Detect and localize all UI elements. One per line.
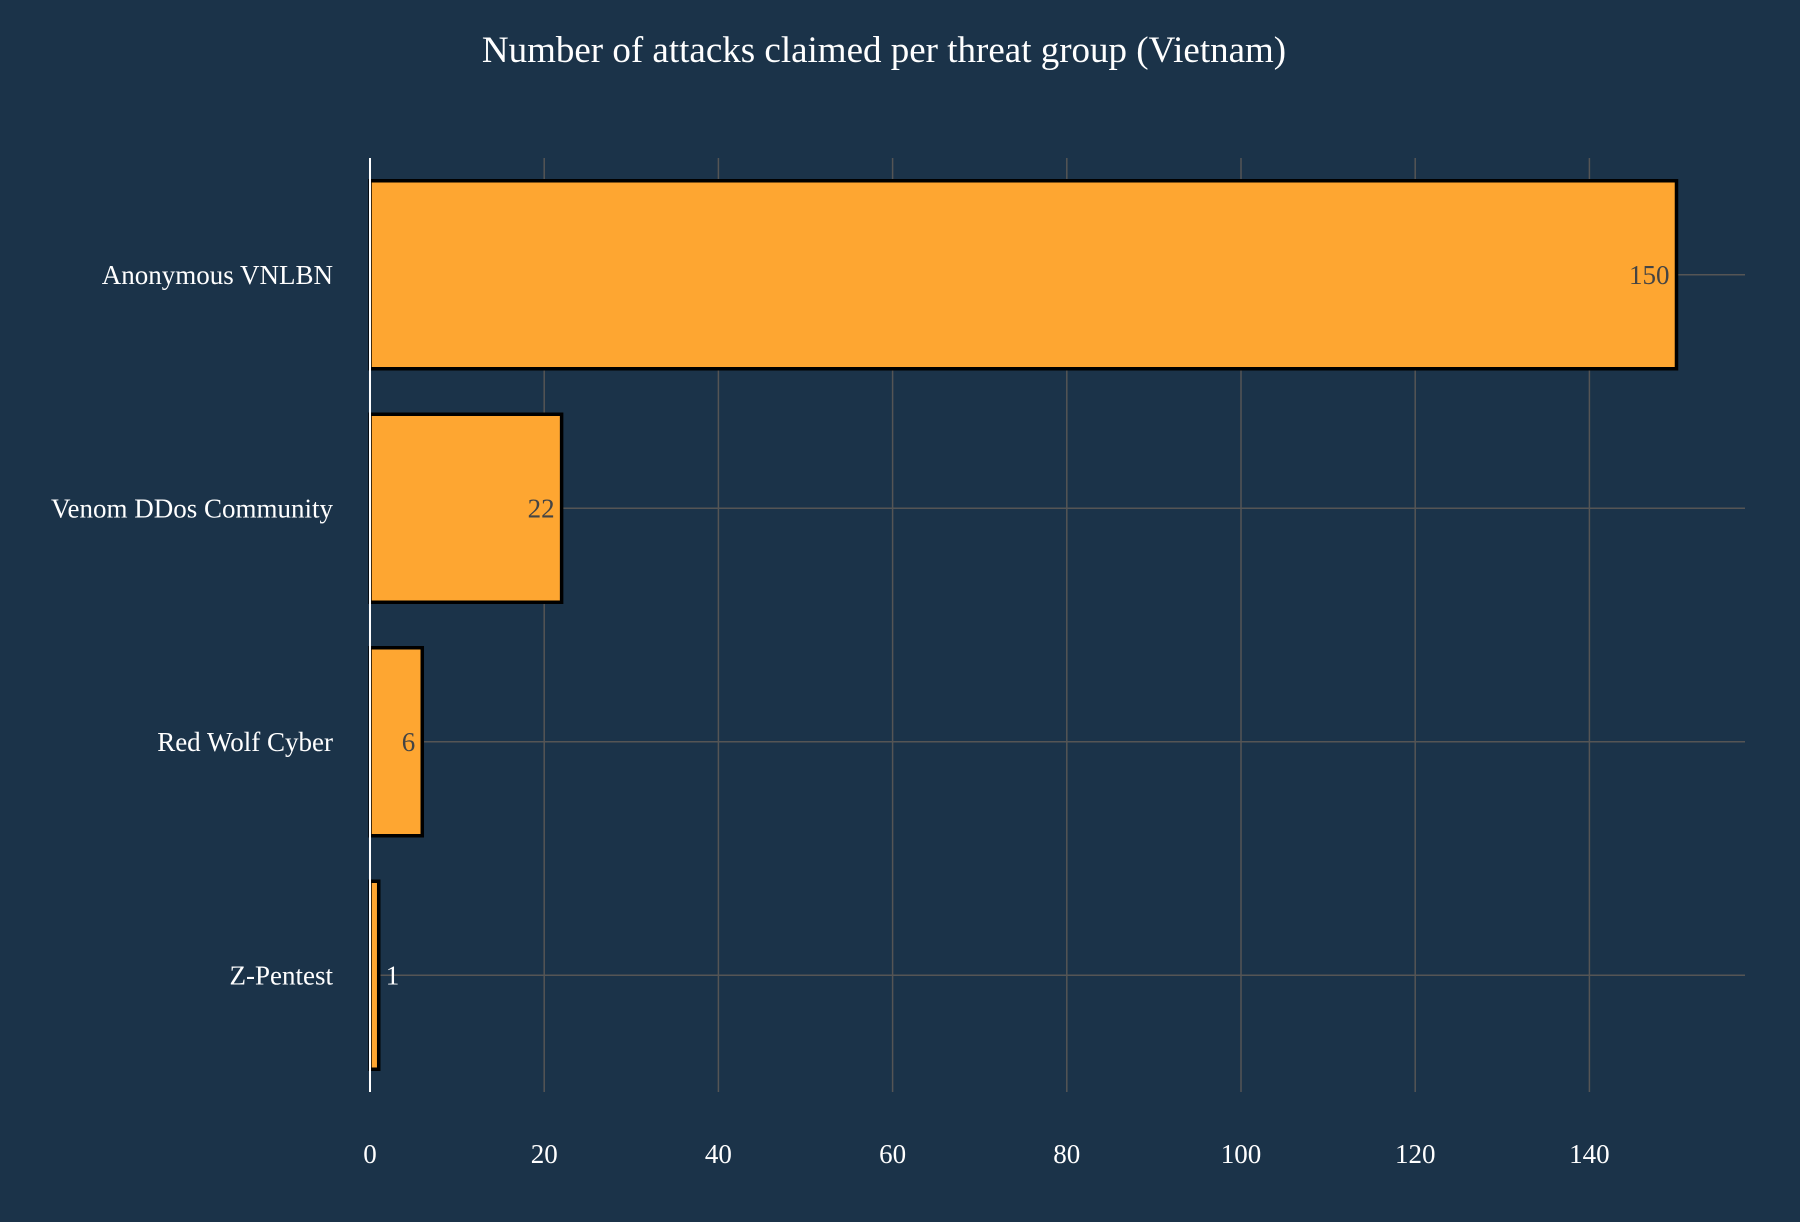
x-tick-label: 0 (363, 1139, 377, 1169)
x-tick-label: 120 (1395, 1139, 1436, 1169)
category-label: Venom DDos Community (51, 493, 334, 523)
data-label: 1 (386, 960, 400, 990)
bar (368, 412, 564, 604)
data-label: 22 (528, 493, 555, 523)
x-tick-label: 100 (1221, 1139, 1262, 1169)
x-tick-label: 80 (1053, 1139, 1080, 1169)
data-label: 6 (402, 727, 416, 757)
category-label: Anonymous VNLBN (102, 260, 333, 290)
labels: 0 20 40 60 80 100 120 140 Anonymous VNLBN 150 Veno… (51, 260, 1670, 1169)
x-tick-label: 60 (879, 1139, 906, 1169)
x-tick-label: 140 (1569, 1139, 1610, 1169)
bar (368, 646, 425, 838)
bars (368, 179, 1679, 1071)
chart-title: Number of attacks claimed per threat gro… (482, 30, 1286, 71)
x-tick-label: 40 (705, 1139, 732, 1169)
bar (368, 179, 1679, 371)
category-label: Red Wolf Cyber (157, 727, 333, 757)
category-label: Z-Pentest (230, 960, 334, 990)
x-tick-label: 20 (531, 1139, 558, 1169)
data-label: 150 (1629, 260, 1670, 290)
bar (368, 879, 381, 1071)
